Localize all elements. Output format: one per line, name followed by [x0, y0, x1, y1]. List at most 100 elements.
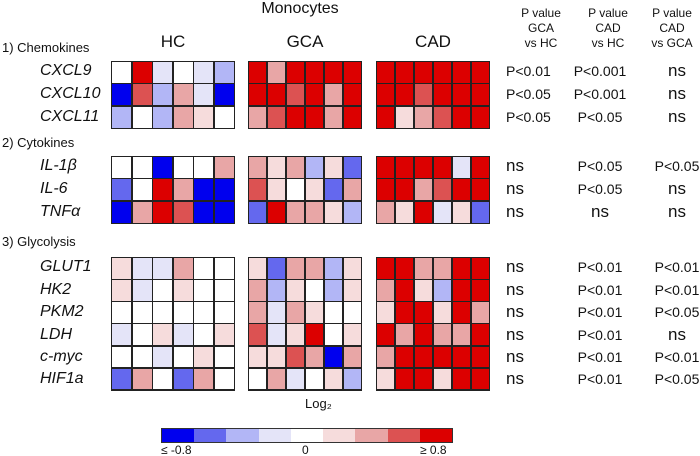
- heatmap-cell: [305, 368, 324, 390]
- heatmap-cell: [324, 84, 343, 106]
- gene-label: LDH: [40, 326, 73, 343]
- heatmap-cell: [249, 324, 267, 346]
- heatmap-cell: [112, 62, 132, 83]
- heatmap-cell: [377, 84, 395, 106]
- heatmap-cell: [471, 62, 489, 83]
- heatmap-cell: [471, 346, 489, 368]
- heatmap-hc: [111, 257, 235, 391]
- heatmap-cell: [433, 106, 452, 128]
- colorbar-min-label: ≤ -0.8: [161, 443, 192, 456]
- heatmap-cell: [452, 106, 471, 128]
- heatmap-cell: [112, 157, 132, 178]
- heatmap-cell: [414, 302, 433, 323]
- pvalue-cell: P<0.05: [654, 371, 700, 387]
- heatmap-cell: [194, 346, 214, 368]
- heatmap-cell: [395, 106, 414, 128]
- colorbar: [161, 428, 453, 443]
- heatmap-cell: [267, 62, 286, 83]
- heatmap-cell: [173, 346, 193, 368]
- heatmap-cell: [132, 368, 152, 390]
- heatmap-cell: [452, 324, 471, 346]
- pvalue-header: P value GCA vs HC: [521, 6, 561, 50]
- heatmap-cell: [214, 258, 234, 279]
- pvalue-header: P value CAD vs HC: [588, 6, 628, 50]
- heatmap-cell: [112, 106, 132, 128]
- heatmap-cell: [132, 106, 152, 128]
- heatmap-cell: [377, 157, 395, 178]
- heatmap-cell: [343, 84, 361, 106]
- heatmap-cell: [132, 324, 152, 346]
- pvalue-cell: ns: [506, 280, 524, 299]
- heatmap-cell: [324, 280, 343, 301]
- heatmap-cell: [286, 201, 305, 223]
- heatmap-cell: [343, 346, 361, 368]
- heatmap-cell: [249, 280, 267, 301]
- heatmap-cell: [286, 302, 305, 323]
- gene-label: c-myc: [40, 348, 83, 365]
- heatmap-cell: [377, 368, 395, 390]
- pvalue-cell: ns: [506, 156, 524, 175]
- pvalue-cell: ns: [506, 325, 524, 344]
- heatmap-cell: [214, 84, 234, 106]
- heatmap-cell: [471, 324, 489, 346]
- heatmap-cell: [305, 201, 324, 223]
- heatmap-cell: [395, 62, 414, 83]
- heatmap-cell: [377, 324, 395, 346]
- gene-label: TNFα: [40, 203, 81, 220]
- heatmap-cell: [267, 84, 286, 106]
- heatmap-cell: [267, 302, 286, 323]
- heatmap-cad: [376, 257, 490, 391]
- pvalue-cell: ns: [668, 179, 686, 198]
- heatmap-cell: [249, 258, 267, 279]
- heatmap-cell: [377, 346, 395, 368]
- heatmap-cell: [214, 280, 234, 301]
- heatmap-cell: [324, 324, 343, 346]
- pvalue-cell: P<0.01: [577, 304, 623, 320]
- heatmap-cell: [395, 280, 414, 301]
- heatmap-cell: [214, 157, 234, 178]
- heatmap-cell: [433, 324, 452, 346]
- heatmap-cell: [471, 106, 489, 128]
- pvalue-cell: ns: [668, 325, 686, 344]
- heatmap-cell: [194, 258, 214, 279]
- heatmap-cell: [343, 302, 361, 323]
- heatmap-cell: [452, 302, 471, 323]
- heatmap-cell: [414, 346, 433, 368]
- heatmap-cell: [267, 179, 286, 201]
- heatmap-gca: [248, 156, 362, 224]
- heatmap-cell: [153, 302, 173, 323]
- heatmap-cell: [324, 201, 343, 223]
- heatmap-cell: [377, 106, 395, 128]
- pvalue-cell: P<0.01: [577, 371, 623, 387]
- pvalue-cell: P<0.05: [506, 86, 551, 102]
- heatmap-cell: [286, 280, 305, 301]
- heatmap-cell: [132, 157, 152, 178]
- heatmap-cell: [395, 258, 414, 279]
- heatmap-cell: [452, 258, 471, 279]
- heatmap-cell: [173, 84, 193, 106]
- heatmap-cell: [153, 84, 173, 106]
- heatmap-cell: [249, 106, 267, 128]
- heatmap-cell: [194, 201, 214, 223]
- heatmap-cell: [153, 62, 173, 83]
- heatmap-gca: [248, 61, 362, 129]
- pvalue-cell: P<0.001: [573, 86, 627, 102]
- pvalue-cell: ns: [668, 202, 686, 221]
- heatmap-cell: [305, 84, 324, 106]
- heatmap-cell: [324, 179, 343, 201]
- colorbar-mid-label: 0: [302, 443, 309, 456]
- gene-label: GLUT1: [40, 258, 92, 275]
- heatmap-cell: [267, 157, 286, 178]
- heatmap-cell: [433, 258, 452, 279]
- pvalue-cell: ns: [591, 202, 609, 221]
- heatmap-cell: [249, 84, 267, 106]
- pvalue-cell: P<0.001: [573, 63, 627, 79]
- heatmap-cell: [377, 179, 395, 201]
- heatmap-cell: [267, 106, 286, 128]
- heatmap-cell: [153, 201, 173, 223]
- heatmap-cell: [343, 179, 361, 201]
- heatmap-cell: [433, 368, 452, 390]
- heatmap-cell: [305, 324, 324, 346]
- heatmap-cad: [376, 156, 490, 224]
- pvalue-cell: P<0.01: [577, 259, 623, 275]
